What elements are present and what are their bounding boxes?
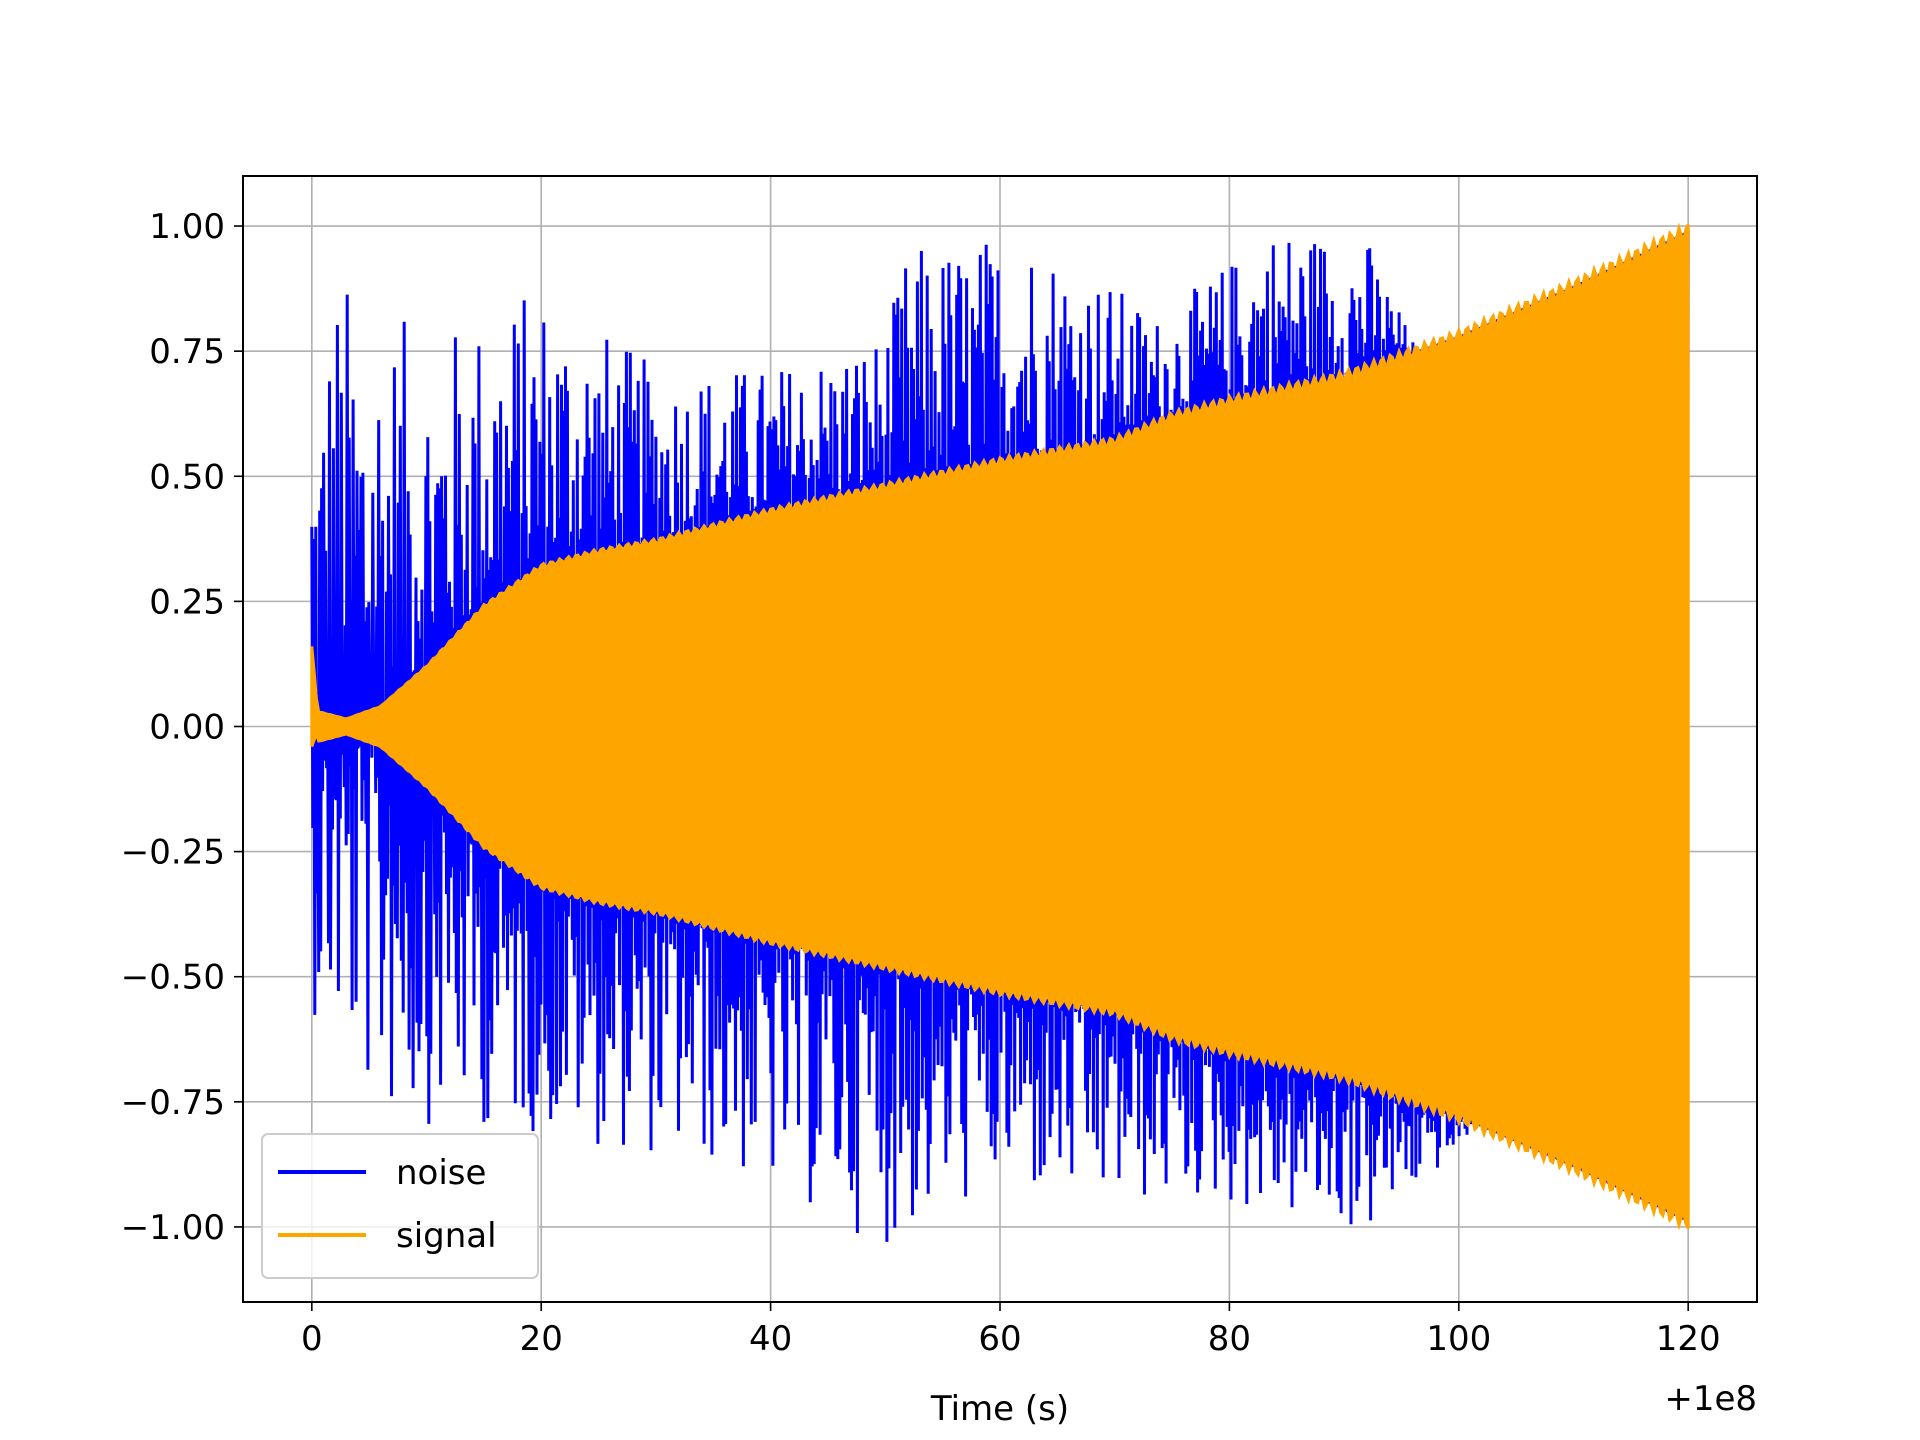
x-tick-label: 20 xyxy=(520,1319,563,1359)
x-tick-label: 40 xyxy=(749,1319,792,1359)
x-tick-label: 100 xyxy=(1426,1319,1491,1359)
y-tick-label: 0.50 xyxy=(149,457,225,497)
y-tick-label: −0.75 xyxy=(121,1083,225,1123)
axis-ticks: 0 20 40 60 80 100 120 1.00 0.75 0.50 0.25 0.00 −0.25… xyxy=(121,207,1721,1359)
y-tick-label: 0.25 xyxy=(149,582,225,622)
legend-label-signal: signal xyxy=(396,1216,497,1256)
plot-area xyxy=(310,222,1690,1242)
series-area-signal xyxy=(310,222,1690,1231)
y-tick-label: 0.75 xyxy=(149,332,225,372)
x-axis-offset-text: +1e8 xyxy=(1664,1379,1757,1419)
legend: noise signal xyxy=(261,1133,539,1279)
y-tick-label: 1.00 xyxy=(149,207,225,247)
y-tick-label: −0.50 xyxy=(121,958,225,998)
y-tick-label: 0.00 xyxy=(149,707,225,747)
x-tick-label: 60 xyxy=(978,1319,1021,1359)
x-axis-label: Time (s) xyxy=(930,1389,1069,1429)
x-tick-label: 80 xyxy=(1208,1319,1251,1359)
x-tick-label: 120 xyxy=(1656,1319,1721,1359)
x-tick-label: 0 xyxy=(301,1319,323,1359)
y-tick-label: −1.00 xyxy=(121,1208,225,1248)
y-tick-label: −0.25 xyxy=(121,833,225,873)
legend-label-noise: noise xyxy=(396,1153,486,1193)
